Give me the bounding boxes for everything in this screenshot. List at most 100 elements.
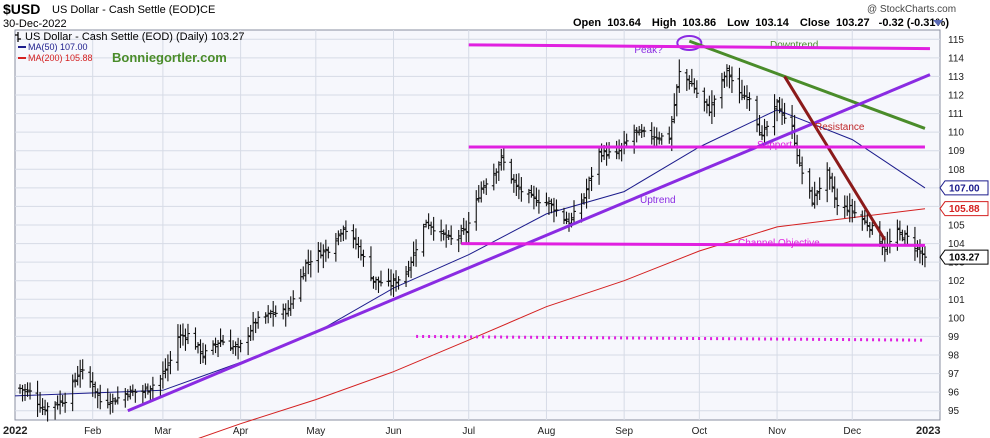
x-tick-label: Jul — [462, 426, 475, 437]
ohlc-bar — [511, 174, 516, 193]
instrument-name: US Dollar - Cash Settle (EOD) — [52, 4, 200, 16]
ohlc-bar — [233, 341, 238, 356]
ohlc-bar — [414, 239, 419, 267]
ohlc-bar — [140, 384, 145, 405]
trendlines: Peak? Downtrend Uptrend Resistance Support Ch… — [127, 35, 931, 413]
high-label: High — [652, 17, 677, 29]
ohlc-bar — [860, 210, 865, 231]
ohlc-bar — [444, 224, 449, 248]
trendline — [468, 43, 930, 51]
ohlc-bar — [634, 127, 639, 143]
ohlc-bar — [341, 225, 346, 242]
y-tick-label: 98 — [948, 351, 960, 362]
ohlc-bar — [862, 209, 867, 225]
y-tick-label: 97 — [948, 369, 960, 380]
ohlc-bar — [301, 266, 306, 280]
y-tick-label: 96 — [948, 388, 960, 399]
ohlc-bar — [747, 92, 752, 111]
annotation-label: Resistance — [815, 122, 865, 133]
ohlc-bar — [411, 241, 416, 267]
exchange: ICE — [197, 4, 215, 16]
trendline — [416, 334, 925, 342]
legend: US Dollar - Cash Settle (EOD) (Daily) 10… — [15, 31, 244, 65]
annotation-label: Peak? — [634, 45, 663, 56]
ohlc-bar — [867, 222, 872, 238]
ohlc-bar — [712, 95, 717, 117]
ohlc-bar — [597, 146, 602, 185]
ohlc-bar — [336, 230, 341, 246]
ohlc-bar — [80, 359, 85, 380]
ohlc-bar — [584, 178, 589, 209]
ohlc-bar — [724, 64, 729, 87]
ohlc-bar — [865, 211, 870, 232]
ohlc-bar — [198, 339, 203, 364]
ohlc-bar — [113, 397, 118, 405]
y-tick-label: 95 — [948, 406, 960, 417]
ohlc-bar — [110, 393, 115, 413]
change-value: -0.32 (-0.31%) — [879, 17, 950, 29]
y-tick-label: 114 — [948, 53, 964, 64]
ohlc-bar — [484, 178, 489, 195]
ohlc-bar — [669, 116, 674, 152]
ohlc-bar — [757, 115, 762, 136]
ohlc-bar — [143, 383, 148, 399]
ohlc-bar — [404, 265, 409, 287]
ohlc-bar — [461, 217, 466, 235]
ohlc-bar — [128, 385, 133, 400]
peak-circle — [676, 35, 703, 51]
ohlc-bar — [326, 246, 331, 259]
close-value: 103.27 — [836, 17, 870, 29]
ohlc-bar — [63, 392, 68, 413]
ohlc-bar — [587, 176, 592, 200]
ohlc-bar — [516, 173, 521, 200]
y-tick-label: 108 — [948, 165, 965, 176]
x-tick-label: Feb — [84, 426, 102, 437]
ohlc-bar — [321, 244, 326, 269]
ohlc-bar — [905, 225, 910, 245]
ohlc-bar — [765, 120, 770, 137]
ohlc-bar — [125, 389, 130, 401]
ohlc-bar — [649, 122, 654, 145]
ohlc-bar — [396, 276, 401, 290]
ohlc-bar — [466, 211, 471, 243]
ohlc-bar — [546, 197, 551, 215]
y-tick-label: 109 — [948, 146, 965, 157]
ohlc-bar — [75, 365, 80, 386]
ohlc-bar — [316, 241, 321, 273]
ohlc-bar — [536, 189, 541, 214]
ohlc-bar — [572, 200, 577, 224]
ohlc-bar — [800, 156, 805, 185]
ohlc-bar — [338, 229, 343, 242]
ohlc-bar — [291, 290, 296, 309]
ohlc-readout: Open 103.64 High 103.86 Low 103.14 Close… — [573, 17, 949, 29]
ohlc-bar — [687, 75, 692, 90]
ohlc-bar — [554, 199, 559, 217]
ohlc-bar — [180, 323, 185, 346]
ma200-line — [198, 208, 926, 438]
ohlc-bar — [446, 230, 451, 240]
chevron-down-icon[interactable] — [933, 20, 943, 26]
ohlc-bar — [73, 372, 78, 388]
trendline-channel-objective — [461, 242, 925, 247]
ohlc-bar — [760, 125, 765, 141]
open-value: 103.64 — [607, 17, 642, 29]
ohlc-bar — [684, 69, 689, 91]
legend-ma50: MA(50) 107.00 — [28, 42, 88, 52]
ohlc-bar — [775, 98, 780, 122]
ohlc-bar — [323, 239, 328, 262]
symbol: $USD — [3, 1, 40, 17]
ohlc-bar — [43, 399, 48, 416]
x-tick-label: Dec — [843, 426, 861, 437]
ohlc-bar — [845, 195, 850, 216]
ohlc-bar — [850, 198, 855, 223]
x-tick-label: Aug — [538, 426, 556, 437]
x-tick-label: May — [306, 426, 325, 437]
ohlc-bar — [361, 249, 366, 267]
ohlc-bar — [248, 324, 253, 341]
ohlc-bar — [917, 239, 922, 264]
ohlc-bar — [624, 133, 629, 148]
ohlc-bar — [148, 385, 153, 402]
ohlc-bar — [163, 358, 168, 379]
ohlc-bar — [28, 382, 33, 400]
ohlc-bar — [228, 329, 233, 351]
